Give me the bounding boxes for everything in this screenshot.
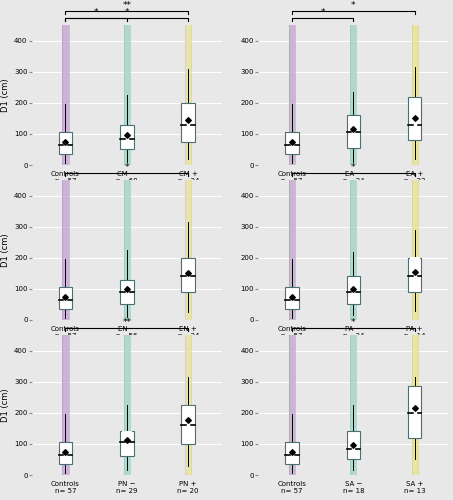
- Bar: [182, 405, 195, 444]
- Bar: [182, 258, 195, 292]
- Bar: [347, 276, 360, 304]
- Text: *: *: [351, 2, 356, 11]
- Bar: [408, 258, 421, 292]
- Text: *: *: [125, 163, 129, 172]
- Point: [184, 270, 192, 278]
- Text: *: *: [125, 8, 129, 17]
- Bar: [59, 132, 72, 154]
- Text: *: *: [351, 163, 356, 172]
- Point: [289, 292, 296, 300]
- Point: [62, 448, 69, 456]
- Point: [184, 416, 192, 424]
- Point: [411, 114, 418, 122]
- Point: [411, 268, 418, 276]
- Point: [350, 440, 357, 448]
- Bar: [408, 96, 421, 140]
- Bar: [347, 115, 360, 148]
- Point: [123, 436, 130, 444]
- Point: [123, 285, 130, 293]
- Bar: [285, 288, 299, 309]
- Bar: [285, 132, 299, 154]
- Point: [350, 125, 357, 133]
- Text: *: *: [320, 8, 325, 17]
- Point: [184, 116, 192, 124]
- Bar: [120, 124, 134, 150]
- Point: [350, 285, 357, 293]
- Text: *: *: [351, 318, 356, 327]
- Point: [123, 132, 130, 140]
- Y-axis label: D1 (cm): D1 (cm): [1, 233, 10, 267]
- Y-axis label: D1 (cm): D1 (cm): [1, 78, 10, 112]
- Point: [62, 138, 69, 145]
- Point: [289, 448, 296, 456]
- Text: **: **: [122, 318, 131, 327]
- Text: *: *: [94, 8, 98, 17]
- Y-axis label: D1 (cm): D1 (cm): [1, 388, 10, 422]
- Point: [62, 292, 69, 300]
- Bar: [182, 103, 195, 142]
- Bar: [285, 442, 299, 464]
- Point: [289, 138, 296, 145]
- Bar: [408, 386, 421, 438]
- Bar: [120, 280, 134, 304]
- Bar: [59, 442, 72, 464]
- Bar: [120, 432, 134, 456]
- Point: [411, 404, 418, 412]
- Text: **: **: [122, 2, 131, 11]
- Bar: [347, 432, 360, 460]
- Bar: [59, 288, 72, 309]
